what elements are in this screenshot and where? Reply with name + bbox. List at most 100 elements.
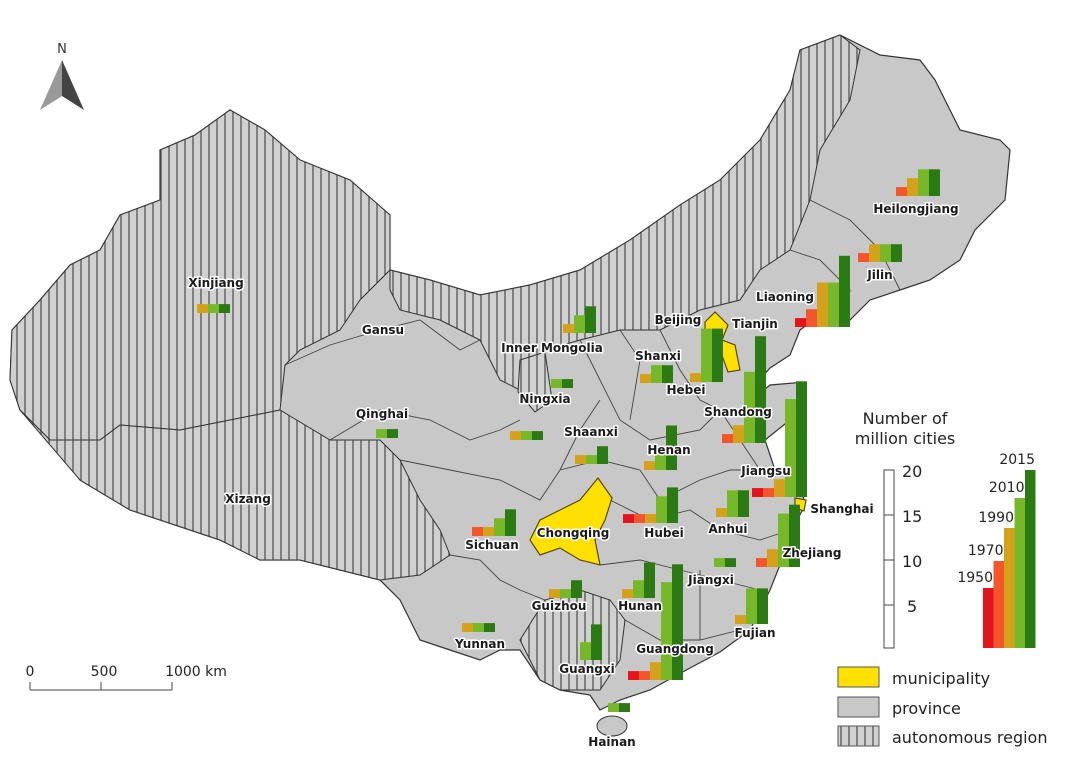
bar-guizhou-2010 — [560, 589, 571, 598]
legend-swatch-autonomous-region — [837, 725, 880, 747]
bar-guangdong-1950 — [628, 671, 639, 680]
size-legend-title-1: Number of — [863, 409, 948, 428]
bar-shandong-2010 — [744, 371, 755, 443]
label-inner-mongolia: Inner Mongolia — [501, 341, 603, 355]
bar-qinghai-2010 — [376, 429, 387, 438]
label-hubei: Hubei — [644, 526, 683, 540]
north-arrow-icon — [40, 60, 62, 110]
bar-shanxi-2015 — [662, 365, 673, 383]
bar-hainan-2015 — [619, 703, 630, 712]
label-liaoning: Liaoning — [756, 290, 814, 304]
province-labels: Xinjiang Xizang Qinghai Gansu Inner Mong… — [187, 201, 960, 751]
bar-fujian-2015 — [757, 588, 768, 624]
bar-shanxi-1990 — [640, 374, 651, 383]
bar-yunnan-2015 — [484, 623, 495, 632]
north-arrow: N — [40, 42, 84, 110]
bar-henan-2015 — [666, 425, 677, 470]
bar-gansu-2015 — [532, 431, 543, 440]
bar-jiangsu-2010 — [785, 399, 796, 497]
bar-hunan-1990 — [622, 589, 633, 598]
municipality-chongqing — [529, 477, 613, 566]
label-tianjin: Tianjin — [732, 317, 778, 331]
bar-hunan-2010 — [633, 580, 644, 598]
label-xinjiang: Xinjiang — [188, 276, 243, 290]
label-shandong: Shandong — [704, 405, 772, 419]
legend-swatch-province — [837, 696, 880, 718]
size-legend-title-2: million cities — [855, 429, 956, 448]
label-jiangxi: Jiangxi — [687, 573, 734, 587]
bar-xinjiang-2015 — [219, 304, 230, 313]
bar-zhejiang-2015 — [789, 504, 800, 567]
legend-label-municipality: municipality — [892, 669, 990, 688]
bar-shaanxi-1990 — [575, 455, 586, 464]
bar-guangdong-2015 — [672, 564, 683, 680]
bar-liaoning-2015 — [839, 255, 850, 327]
bar-hebei-1990 — [690, 373, 701, 382]
size-tick-5: 5 — [907, 597, 917, 616]
bar-inner-mongolia-2010 — [574, 315, 585, 333]
label-sichuan: Sichuan — [465, 538, 519, 552]
bar-guangxi-2015 — [591, 624, 602, 660]
bar-guangdong-1990 — [650, 662, 661, 680]
bar-anhui-2015 — [738, 490, 749, 517]
bar-shanxi-2010 — [651, 365, 662, 383]
bar-guangdong-2010 — [661, 582, 672, 680]
bar-guizhou-1990 — [549, 589, 560, 598]
label-henan: Henan — [647, 443, 690, 457]
bar-hebei-2015 — [712, 328, 723, 382]
bar-ningxia-2010 — [551, 379, 562, 388]
bar-jilin-1970 — [858, 253, 869, 262]
bar-hubei-2015 — [667, 487, 678, 523]
bar-sichuan-1970 — [472, 527, 483, 536]
label-yunnan: Yunnan — [454, 637, 505, 651]
bar-jiangsu-1970 — [763, 488, 774, 497]
bar-jiangsu-1990 — [774, 479, 785, 497]
bar-yunnan-2010 — [473, 623, 484, 632]
region-inner-mongolia — [389, 34, 861, 391]
size-tick-20: 20 — [902, 462, 922, 481]
bar-gansu-1990 — [510, 431, 521, 440]
bar-jilin-2010 — [880, 244, 891, 262]
label-gansu: Gansu — [362, 323, 404, 337]
bar-inner-mongolia-2015 — [585, 306, 596, 333]
legend-bar-2010 — [1014, 498, 1025, 648]
bar-qinghai-2015 — [387, 429, 398, 438]
legend-year-2010: 2010 — [989, 480, 1025, 496]
bar-jiangsu-1950 — [752, 488, 763, 497]
bar-liaoning-1970 — [806, 309, 817, 327]
label-guangdong: Guangdong — [636, 642, 714, 656]
bar-sichuan-1990 — [483, 527, 494, 536]
north-label: N — [57, 42, 67, 57]
legend-year-1970: 1970 — [968, 543, 1004, 559]
bar-hubei-1990 — [645, 514, 656, 523]
bar-hainan-2010 — [608, 703, 619, 712]
bar-jilin-2015 — [891, 244, 902, 262]
legend-bar-2015 — [1025, 470, 1036, 648]
bar-yunnan-1990 — [462, 623, 473, 632]
bar-anhui-1990 — [716, 508, 727, 517]
size-legend: Number of million cities 20 15 10 5 — [855, 409, 956, 649]
legend-bar-1950 — [983, 588, 994, 648]
bar-jiangsu-2015 — [796, 381, 807, 497]
bar-sichuan-2015 — [505, 509, 516, 536]
size-tick-15: 15 — [902, 507, 922, 526]
scale-tick-1000: 1000 km — [165, 664, 227, 680]
size-tick-10: 10 — [902, 552, 922, 571]
legend-label-province: province — [892, 699, 961, 718]
legend-year-1950: 1950 — [957, 570, 993, 586]
bar-hebei-2010 — [701, 328, 712, 382]
bar-hubei-2010 — [656, 496, 667, 523]
label-ningxia: Ningxia — [519, 392, 570, 406]
bar-shandong-1970 — [722, 434, 733, 443]
bar-xinjiang-2010 — [208, 304, 219, 313]
bar-hubei-1970 — [634, 514, 645, 523]
bar-guangdong-1970 — [639, 671, 650, 680]
label-shanxi: Shanxi — [635, 349, 681, 363]
bar-liaoning-1950 — [795, 318, 806, 327]
label-anhui: Anhui — [708, 522, 747, 536]
scale-bar — [29, 682, 173, 691]
bar-heilongjiang-2015 — [929, 169, 940, 196]
region-xizang — [19, 409, 451, 581]
bar-liaoning-2010 — [828, 282, 839, 327]
